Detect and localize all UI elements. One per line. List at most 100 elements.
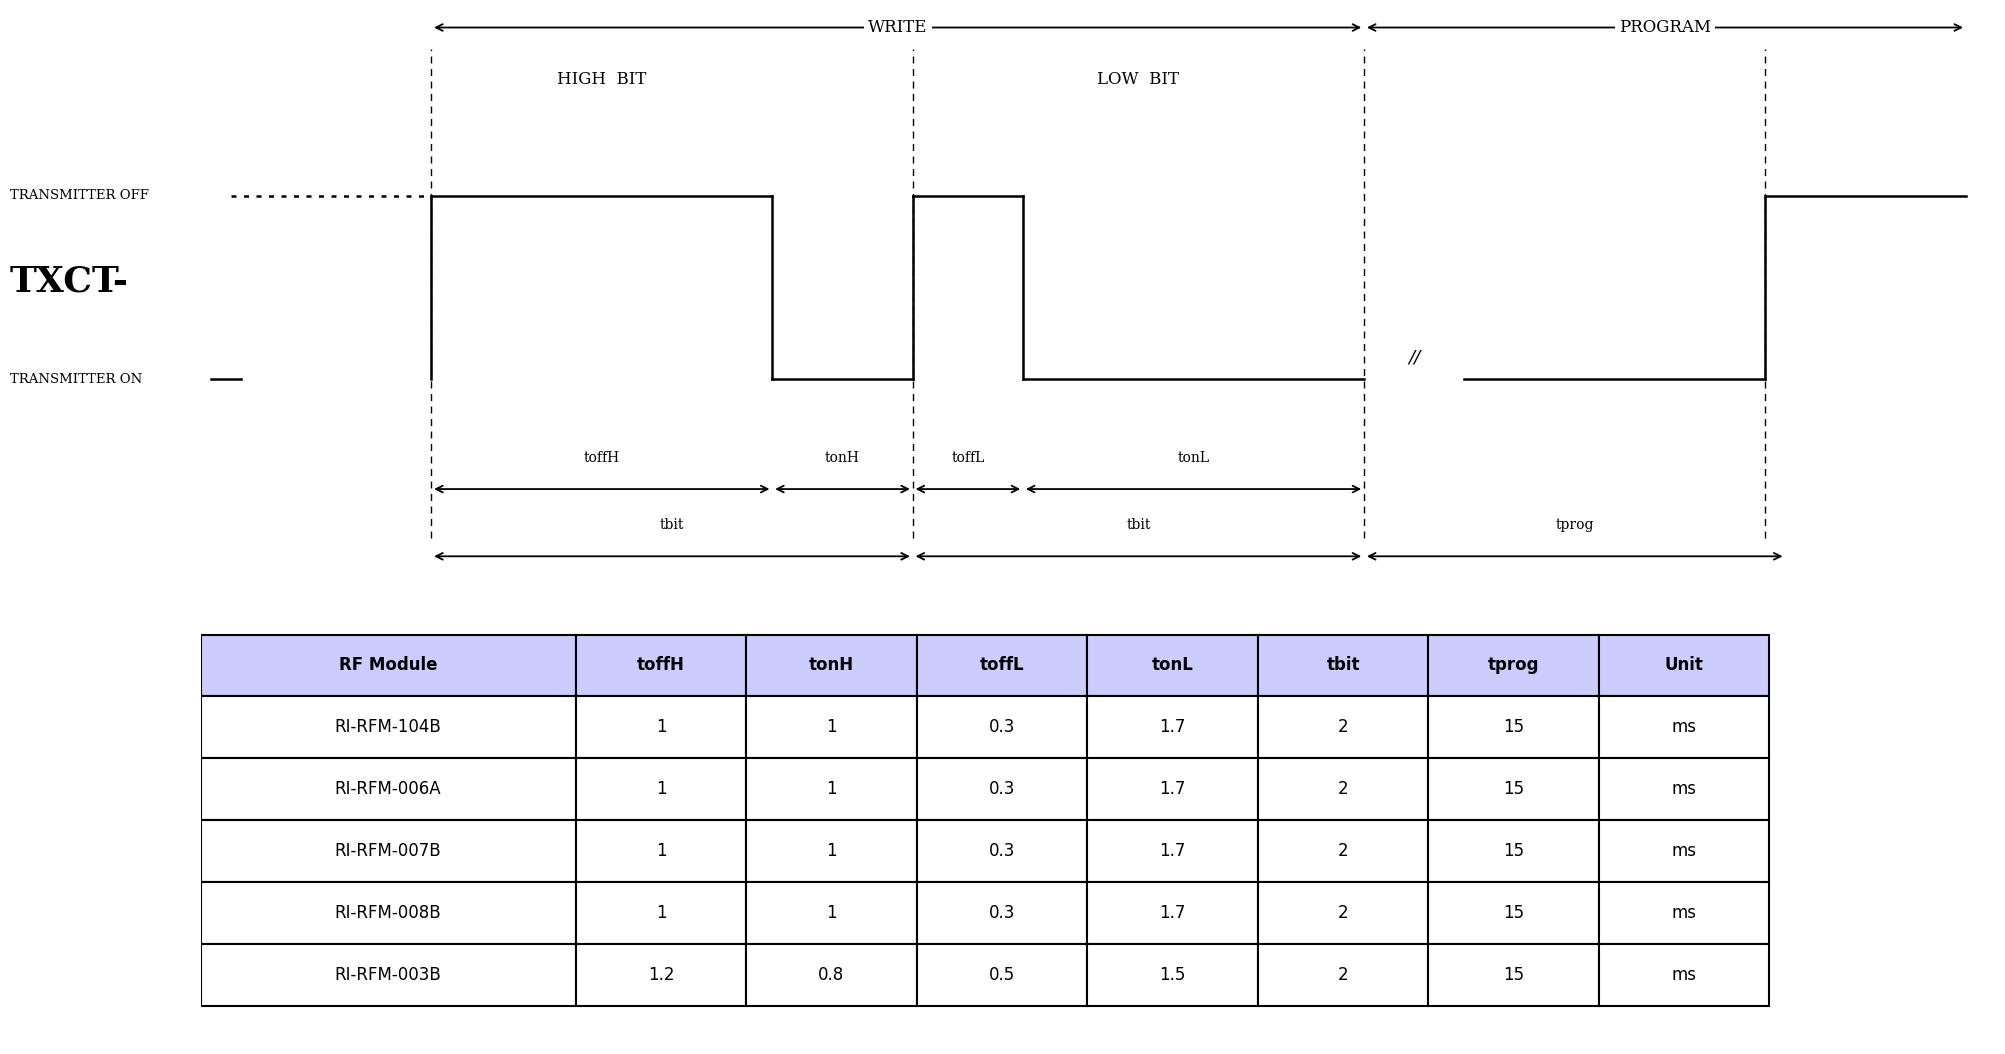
Bar (575, 943, 746, 1006)
Bar (916, 697, 1087, 758)
Bar (746, 635, 916, 697)
Bar (1428, 697, 1598, 758)
Bar (1257, 820, 1428, 882)
Text: tonL: tonL (1177, 451, 1209, 465)
Text: tbit: tbit (1125, 518, 1151, 532)
Text: RI-RFM-006A: RI-RFM-006A (335, 780, 441, 798)
Bar (200, 882, 575, 943)
Bar (575, 635, 746, 697)
Text: 1.7: 1.7 (1159, 842, 1185, 860)
Bar (575, 697, 746, 758)
Bar (916, 820, 1087, 882)
Text: 1: 1 (826, 903, 836, 922)
Bar (1598, 820, 1768, 882)
Bar (1087, 820, 1257, 882)
Text: 1.2: 1.2 (648, 965, 674, 983)
Text: //: // (1408, 349, 1420, 367)
Text: 15: 15 (1502, 718, 1524, 737)
Text: 15: 15 (1502, 965, 1524, 983)
Bar (1598, 635, 1768, 697)
Bar (746, 820, 916, 882)
Text: Unit: Unit (1664, 657, 1702, 675)
Text: LOW  BIT: LOW BIT (1097, 71, 1179, 87)
Text: RI-RFM-008B: RI-RFM-008B (335, 903, 441, 922)
Bar (746, 697, 916, 758)
Text: 15: 15 (1502, 780, 1524, 798)
Text: ms: ms (1670, 780, 1696, 798)
Bar (575, 882, 746, 943)
Bar (916, 758, 1087, 820)
Text: 2: 2 (1337, 718, 1347, 737)
Text: 1: 1 (826, 718, 836, 737)
Text: 1.5: 1.5 (1159, 965, 1185, 983)
Text: 1.7: 1.7 (1159, 718, 1185, 737)
Bar (1598, 943, 1768, 1006)
Text: 2: 2 (1337, 965, 1347, 983)
Text: HIGH  BIT: HIGH BIT (557, 71, 646, 87)
Text: 1.7: 1.7 (1159, 903, 1185, 922)
Text: 1: 1 (656, 903, 666, 922)
Bar (746, 943, 916, 1006)
Text: 1: 1 (656, 842, 666, 860)
Text: 2: 2 (1337, 780, 1347, 798)
Bar (1087, 943, 1257, 1006)
Text: 15: 15 (1502, 842, 1524, 860)
Text: ms: ms (1670, 965, 1696, 983)
Text: tbit: tbit (660, 518, 684, 532)
Text: 15: 15 (1502, 903, 1524, 922)
Bar (1257, 758, 1428, 820)
Bar (1087, 697, 1257, 758)
Text: 2: 2 (1337, 842, 1347, 860)
Text: toffH: toffH (583, 451, 620, 465)
Bar (575, 820, 746, 882)
Text: PROGRAM: PROGRAM (1618, 19, 1710, 36)
Text: 0.3: 0.3 (988, 780, 1015, 798)
Text: 0.3: 0.3 (988, 842, 1015, 860)
Bar (1257, 697, 1428, 758)
Bar (1087, 882, 1257, 943)
Text: ms: ms (1670, 842, 1696, 860)
Text: 0.8: 0.8 (818, 965, 844, 983)
Bar (746, 882, 916, 943)
Text: RI-RFM-104B: RI-RFM-104B (335, 718, 441, 737)
Text: RI-RFM-003B: RI-RFM-003B (335, 965, 441, 983)
Bar (200, 635, 575, 697)
Text: RF Module: RF Module (339, 657, 437, 675)
Bar (200, 697, 575, 758)
Bar (1428, 758, 1598, 820)
Bar (200, 943, 575, 1006)
Bar (1598, 882, 1768, 943)
Bar (200, 758, 575, 820)
Bar (1598, 758, 1768, 820)
Text: 1: 1 (826, 780, 836, 798)
Text: 0.3: 0.3 (988, 718, 1015, 737)
Text: TXCT-: TXCT- (10, 265, 128, 298)
Bar (1257, 882, 1428, 943)
Bar (916, 882, 1087, 943)
Bar (575, 758, 746, 820)
Bar (1428, 943, 1598, 1006)
Bar (1428, 820, 1598, 882)
Bar (916, 635, 1087, 697)
Text: 0.3: 0.3 (988, 903, 1015, 922)
Text: TRANSMITTER ON: TRANSMITTER ON (10, 372, 142, 386)
Text: 2: 2 (1337, 903, 1347, 922)
Bar (1598, 697, 1768, 758)
Text: RI-RFM-007B: RI-RFM-007B (335, 842, 441, 860)
Bar (1428, 635, 1598, 697)
Text: tonL: tonL (1151, 657, 1193, 675)
Text: TRANSMITTER OFF: TRANSMITTER OFF (10, 189, 148, 202)
Bar (1428, 882, 1598, 943)
Bar (916, 943, 1087, 1006)
Text: WRITE: WRITE (868, 19, 926, 36)
Bar (746, 758, 916, 820)
Bar (1087, 758, 1257, 820)
Bar (1087, 635, 1257, 697)
Text: tbit: tbit (1325, 657, 1359, 675)
Text: 1.7: 1.7 (1159, 780, 1185, 798)
Text: ms: ms (1670, 903, 1696, 922)
Bar (1257, 635, 1428, 697)
Text: 0.5: 0.5 (988, 965, 1015, 983)
Text: ms: ms (1670, 718, 1696, 737)
Text: 1: 1 (656, 718, 666, 737)
